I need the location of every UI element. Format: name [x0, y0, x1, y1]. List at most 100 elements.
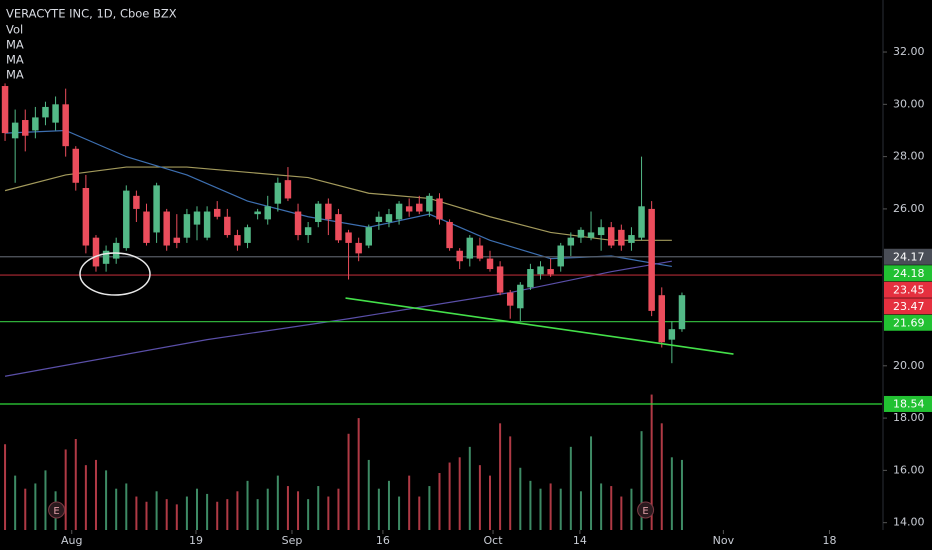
volume-bar	[64, 449, 67, 530]
volume-bar	[458, 457, 461, 530]
candle-body	[506, 292, 514, 306]
moving-average	[4, 260, 672, 377]
candle-body	[476, 245, 484, 259]
candle-body	[577, 229, 585, 238]
price-badge	[884, 298, 932, 315]
candle-body	[133, 195, 140, 209]
candle-body	[244, 227, 251, 243]
volume-bar	[125, 483, 128, 530]
candle-body	[537, 266, 544, 275]
x-tick-label: Nov	[713, 534, 735, 547]
candle-body	[517, 284, 524, 309]
volume-bar	[579, 491, 582, 530]
candle-body	[618, 229, 625, 246]
volume-bar	[94, 459, 97, 530]
volume-bar	[34, 483, 37, 530]
volume-bar	[448, 462, 451, 530]
candle-body	[264, 206, 271, 220]
candle-body	[112, 242, 120, 259]
volume-bar	[196, 488, 199, 530]
volume-bar	[347, 433, 350, 530]
candle-body	[405, 206, 413, 212]
candle-body	[678, 295, 686, 330]
volume-bar	[569, 446, 572, 530]
volume-bar	[115, 488, 118, 530]
candle-body	[547, 269, 554, 275]
candle-body	[224, 216, 231, 236]
volume-bar	[337, 488, 340, 530]
price-badge-label: 23.45	[893, 283, 925, 296]
volume-bar	[438, 472, 441, 530]
volume-bar	[387, 480, 390, 530]
y-tick-label: 18.00	[893, 411, 925, 424]
price-badge	[884, 395, 932, 412]
candle-body	[375, 216, 383, 222]
x-tick-label: Aug	[61, 534, 82, 547]
legend-entry: MA	[6, 53, 24, 67]
candle-body	[234, 235, 241, 246]
chart-title: VERACYTE INC, 1D, Cboe BZX	[6, 7, 177, 21]
x-tick-label: 16	[376, 534, 390, 547]
volume-bar	[559, 488, 562, 530]
volume-bar	[428, 486, 431, 530]
candle-body	[284, 180, 292, 199]
x-tick-label: 18	[822, 534, 836, 547]
volume-bar	[216, 501, 219, 530]
candle-body	[213, 208, 221, 217]
volume-bar	[297, 491, 300, 530]
volume-bar	[529, 480, 532, 530]
y-tick-label: 14.00	[893, 516, 925, 529]
candle-body	[1, 86, 9, 134]
candle-body	[608, 227, 615, 246]
candle-body	[436, 198, 443, 220]
x-tick-label: 19	[189, 534, 203, 547]
volume-bar	[519, 467, 522, 530]
volume-bar	[660, 423, 663, 530]
candle-body	[42, 106, 49, 118]
price-badge	[884, 265, 932, 282]
candle-body	[173, 237, 181, 243]
volume-bar	[226, 499, 229, 530]
candle-body	[355, 242, 362, 254]
price-badge	[884, 314, 932, 331]
legend: VERACYTE INC, 1D, Cboe BZX Vol MA MA MA	[6, 7, 177, 82]
x-tick-label: Oct	[484, 534, 504, 547]
volume-bar	[620, 496, 623, 530]
y-tick-label: 16.00	[893, 463, 925, 476]
candle-body	[416, 203, 423, 212]
candle-body	[567, 237, 575, 246]
volume-bar	[155, 491, 158, 530]
y-tick-label: 28.00	[893, 150, 925, 163]
x-tick-label: 14	[573, 534, 587, 547]
volume-bar	[14, 475, 17, 530]
moving-average	[4, 166, 672, 241]
volume-bar	[236, 491, 239, 530]
volume-bar	[135, 496, 138, 530]
candle-body	[163, 211, 170, 246]
event-marker	[48, 501, 66, 519]
price-badge	[884, 281, 932, 298]
annotation-circle	[79, 252, 151, 296]
candle-body	[52, 104, 59, 123]
volume-bar	[276, 475, 279, 530]
volume-bar	[418, 496, 421, 530]
candle-body	[304, 227, 312, 236]
price-badge-label: 24.17	[893, 250, 925, 263]
candle-body	[32, 117, 39, 131]
event-label: E	[642, 506, 648, 517]
price-badge-label: 21.69	[893, 316, 925, 329]
volume-bar	[105, 470, 108, 530]
volume-bar	[367, 459, 370, 530]
candle-body	[325, 203, 332, 220]
candle-body	[395, 203, 403, 220]
volume-bar	[256, 499, 259, 530]
candle-body	[557, 245, 564, 267]
volume-bar	[670, 457, 673, 530]
candle-body	[668, 329, 676, 340]
y-tick-label: 32.00	[893, 45, 925, 58]
candle-body	[527, 269, 534, 288]
y-tick-label: 20.00	[893, 359, 925, 372]
candle-body	[648, 208, 655, 311]
candle-body	[123, 190, 130, 249]
